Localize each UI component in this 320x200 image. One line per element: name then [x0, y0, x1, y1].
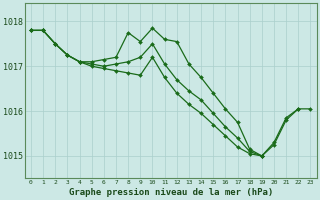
X-axis label: Graphe pression niveau de la mer (hPa): Graphe pression niveau de la mer (hPa): [68, 188, 273, 197]
